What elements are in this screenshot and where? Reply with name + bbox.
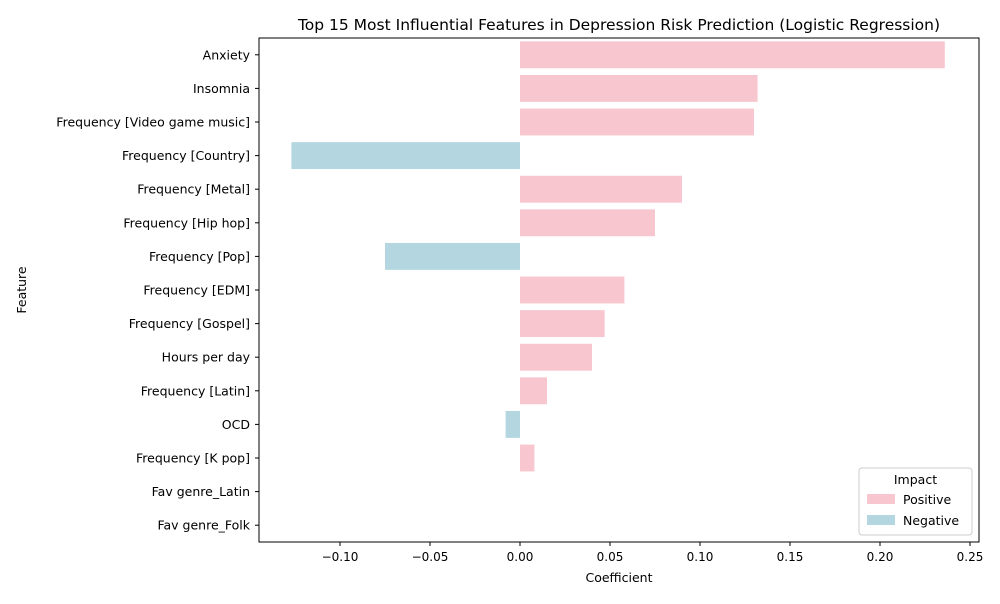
legend: Impact Positive Negative bbox=[858, 467, 973, 536]
legend-swatch-positive bbox=[867, 494, 895, 504]
x-tick-label: 0.10 bbox=[687, 550, 714, 564]
y-tick-label: Anxiety bbox=[203, 47, 251, 62]
bar-10 bbox=[520, 343, 592, 371]
bar-2 bbox=[520, 74, 758, 102]
y-tick-label: Frequency [Hip hop] bbox=[123, 215, 250, 230]
chart-title: Top 15 Most Influential Features in Depr… bbox=[297, 16, 940, 34]
legend-label-negative: Negative bbox=[903, 513, 959, 528]
bar-6 bbox=[520, 209, 655, 237]
bar-12 bbox=[505, 410, 520, 438]
y-tick-label: Frequency [Gospel] bbox=[129, 316, 250, 331]
x-axis-label: Coefficient bbox=[585, 570, 652, 585]
bar-7 bbox=[385, 242, 520, 270]
y-tick-label: Frequency [Country] bbox=[122, 148, 250, 163]
bar-3 bbox=[520, 108, 754, 136]
legend-swatch-negative bbox=[867, 515, 895, 525]
x-tick-label: 0.20 bbox=[867, 550, 894, 564]
bar-5 bbox=[520, 175, 682, 203]
bar-1 bbox=[520, 41, 945, 69]
x-tick-label: 0.00 bbox=[507, 550, 534, 564]
x-tick-label: 0.15 bbox=[777, 550, 804, 564]
bars-layer bbox=[291, 41, 945, 472]
x-tick-label: −0.05 bbox=[412, 550, 449, 564]
bar-8 bbox=[520, 276, 625, 304]
y-tick-label: Hours per day bbox=[162, 350, 251, 365]
y-tick-label: OCD bbox=[222, 417, 250, 432]
y-tick-label: Frequency [K pop] bbox=[136, 451, 250, 466]
bar-11 bbox=[520, 377, 547, 405]
y-tick-label: Fav genre_Latin bbox=[152, 484, 250, 499]
x-tick-label: 0.05 bbox=[597, 550, 624, 564]
bar-4 bbox=[291, 142, 520, 170]
plot-frame bbox=[258, 37, 980, 543]
bar-9 bbox=[520, 310, 605, 338]
y-tick-label: Frequency [Latin] bbox=[141, 383, 250, 398]
y-tick-label: Frequency [Metal] bbox=[137, 182, 250, 197]
y-axis-label: Feature bbox=[14, 266, 29, 314]
y-tick-label: Fav genre_Folk bbox=[157, 518, 250, 533]
y-tick-label: Frequency [Pop] bbox=[149, 249, 250, 264]
bar-13 bbox=[520, 444, 535, 472]
y-axis: Anxiety Insomnia Frequency [Video game mus… bbox=[56, 47, 259, 533]
x-tick-label: −0.10 bbox=[322, 550, 359, 564]
x-axis: −0.10 −0.05 0.00 0.05 0.10 0.15 0.20 0.25 bbox=[322, 542, 984, 564]
y-tick-label: Insomnia bbox=[193, 81, 250, 96]
legend-title: Impact bbox=[894, 472, 937, 487]
y-tick-label: Frequency [EDM] bbox=[143, 283, 250, 298]
x-tick-label: 0.25 bbox=[957, 550, 984, 564]
legend-label-positive: Positive bbox=[903, 492, 951, 507]
y-tick-label: Frequency [Video game music] bbox=[56, 115, 250, 130]
